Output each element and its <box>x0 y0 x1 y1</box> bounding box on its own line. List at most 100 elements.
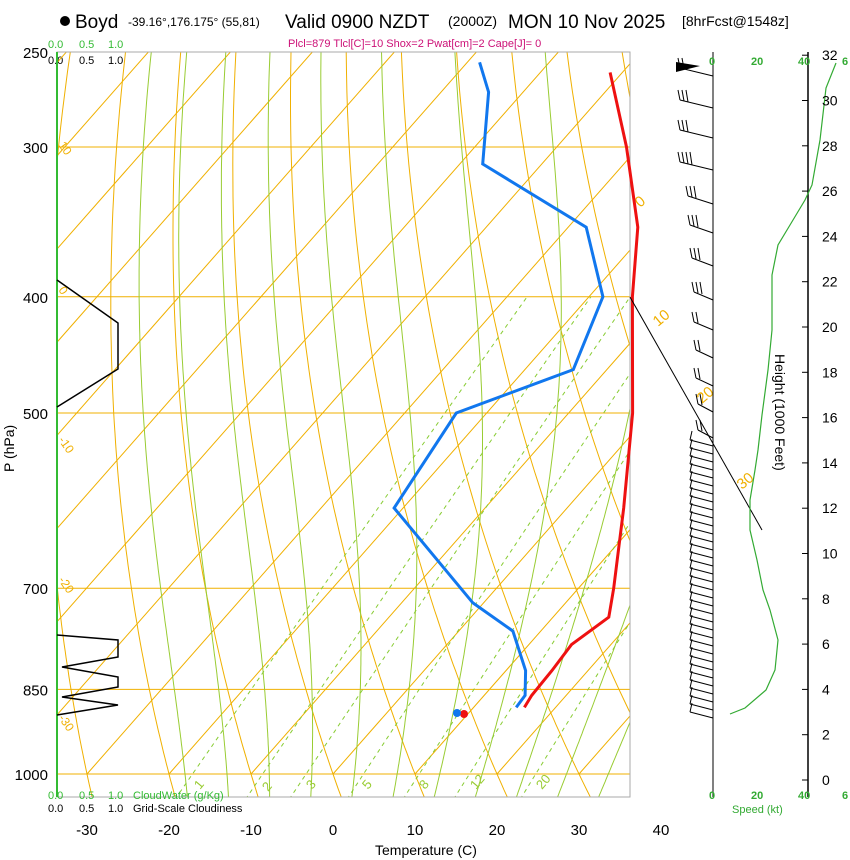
isotherm-line <box>414 528 630 775</box>
wind-barb <box>689 599 714 607</box>
wind-barb-feather <box>681 151 685 164</box>
wind-barb <box>689 631 714 639</box>
cloud-cover-label: Grid-Scale Cloudiness <box>133 803 243 815</box>
wind-speed-profile <box>729 62 837 715</box>
height-tick-label: 12 <box>822 500 838 516</box>
dry-adiabat-line <box>815 0 850 799</box>
pressure-tick-label: 500 <box>23 406 48 423</box>
isotherm-label: -10 <box>56 434 78 457</box>
isotherm-line <box>250 342 630 775</box>
wind-barb-feather <box>689 662 693 673</box>
wind-barb-feather <box>689 494 693 505</box>
wind-barb <box>689 647 714 655</box>
wind-barb-feather <box>689 534 693 545</box>
wind-barb <box>689 535 714 543</box>
isotherm-line <box>57 63 630 716</box>
wind-barb-feather <box>691 281 695 293</box>
dry-adiabat-line <box>0 0 38 799</box>
forecast-run: [8hrFcst@1548z] <box>682 13 789 29</box>
wind-barb <box>689 439 714 447</box>
wind-barb-feather <box>689 151 693 166</box>
dry-adiabat-line <box>511 52 630 543</box>
cloudiness-profile-low <box>56 634 119 716</box>
temperature-profile-line <box>523 72 640 709</box>
isotherm-line <box>168 249 630 775</box>
cloud-cover-tick-bottom-2: 1.0 <box>108 803 123 815</box>
wind-barb-feather <box>689 686 693 697</box>
cloud-cover-tick-bottom-1: 0.5 <box>79 803 94 815</box>
isotherm-line <box>57 52 232 250</box>
x-tick-label: -30 <box>76 822 98 839</box>
wind-barb <box>689 575 714 583</box>
height-tick-label: 2 <box>822 727 830 743</box>
wind-barb-feather <box>689 598 693 609</box>
cloud-water-tick-top-2: 1.0 <box>108 39 123 51</box>
wind-barb-feather <box>681 89 685 102</box>
dry-adiabat-label: 20 <box>694 383 718 407</box>
speed-tick-bottom-0: 0 <box>709 790 715 802</box>
isotherm-line <box>86 156 630 775</box>
wind-barb-feather <box>689 670 693 681</box>
wind-barb <box>689 463 714 471</box>
wind-barb-feather <box>689 574 693 585</box>
wind-barb-feather <box>689 454 693 465</box>
mixing-ratio-line-2 <box>246 296 592 797</box>
height-tick-label: 8 <box>822 591 830 607</box>
x-axis-label: Temperature (C) <box>375 842 477 858</box>
wind-barb <box>693 291 714 301</box>
wind-barb <box>697 429 714 439</box>
height-tick-label: 24 <box>822 228 838 244</box>
wind-barb-feather <box>695 419 699 431</box>
x-tick-label: 30 <box>571 822 588 839</box>
height-tick-label: 18 <box>822 364 838 380</box>
wind-barb <box>689 224 714 234</box>
wind-barb-feather <box>689 247 693 259</box>
cloud-water-tick-top-0: 0.0 <box>48 39 63 51</box>
wind-barb-feather <box>693 185 697 199</box>
wind-barb <box>695 377 714 387</box>
wind-barb-feather <box>689 430 693 441</box>
moist-adiabat-line <box>557 603 630 797</box>
wind-barb-feather <box>685 119 689 133</box>
cloud-cover-tick-top-1: 0.5 <box>79 55 94 67</box>
mixing-ratio-line-3 <box>290 296 630 797</box>
mixing-ratio-label: 2 <box>259 779 275 794</box>
wind-barb <box>689 607 714 615</box>
cloud-cover-tick-top-0: 0.0 <box>48 55 63 67</box>
isotherm-line <box>332 435 630 775</box>
cloud-water-label: CloudWater (g/Kg) <box>133 790 224 802</box>
wind-barb <box>689 503 714 511</box>
wind-barb <box>687 195 714 205</box>
wind-barb-feather <box>689 646 693 657</box>
wind-barb <box>689 591 714 599</box>
speed-tick-top-1: 20 <box>751 56 763 68</box>
dewpoint-profile-line <box>392 61 605 709</box>
x-tick-label: 20 <box>489 822 506 839</box>
wind-barb <box>689 447 714 455</box>
moist-adiabat-line <box>178 52 230 797</box>
moist-adiabat-line <box>515 406 630 797</box>
wind-barb-flag <box>676 62 700 72</box>
dry-adiabat-line <box>110 52 176 797</box>
isotherm-line <box>57 52 560 623</box>
isotherm-line <box>743 0 850 774</box>
wind-barb-feather <box>689 702 693 713</box>
wind-barb <box>689 527 714 535</box>
wind-barb <box>691 257 714 267</box>
wind-barb-feather <box>695 393 699 405</box>
height-tick-label: 22 <box>822 274 838 290</box>
pressure-tick-label: 300 <box>23 140 48 157</box>
wind-barb <box>689 567 714 575</box>
wind-barb-feather <box>689 478 693 489</box>
mixing-ratio-line-20 <box>520 621 630 797</box>
isotherm-line <box>661 0 850 774</box>
dry-adiabat-line <box>172 52 259 797</box>
wind-barb-feather <box>693 367 697 379</box>
wind-barb <box>679 99 714 109</box>
pressure-tick-label: 250 <box>23 45 48 62</box>
station-location: -39.16°,176.175° (55,81) <box>128 15 260 29</box>
moist-adiabat-line <box>267 52 314 797</box>
wind-barb-feather <box>699 393 703 406</box>
wind-barb-feather <box>699 281 703 295</box>
